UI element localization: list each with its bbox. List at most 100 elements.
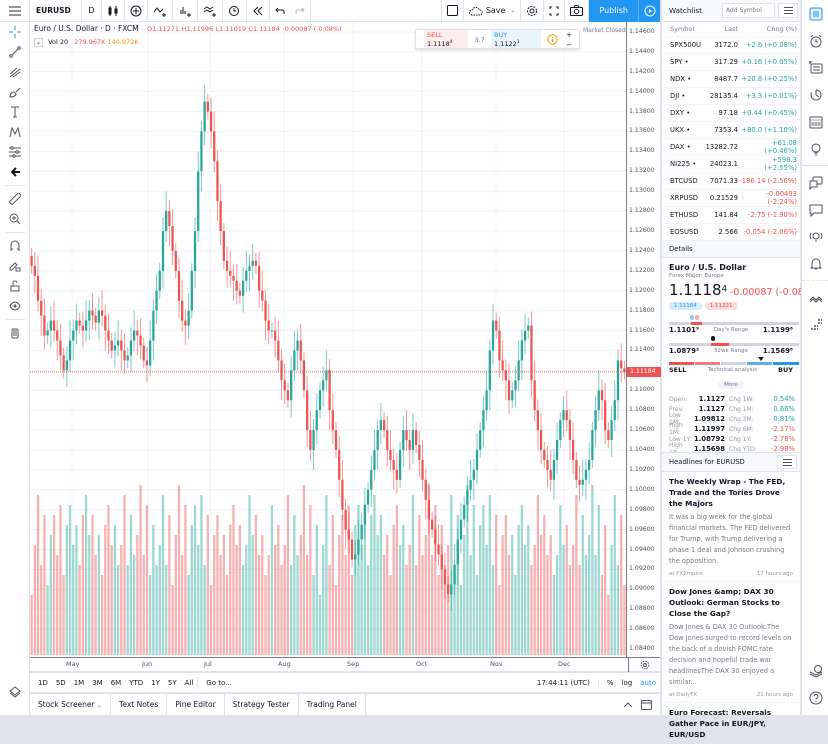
fullscreen-button[interactable] <box>544 0 566 22</box>
settings-button[interactable] <box>521 0 545 22</box>
crosshair-tool[interactable] <box>0 22 30 42</box>
details-header[interactable]: Details <box>662 241 800 258</box>
drag-handle[interactable]: ⋮ <box>417 36 423 43</box>
alert-button[interactable] <box>223 0 247 22</box>
info-button[interactable] <box>541 30 563 48</box>
price-axis[interactable]: 1.14600 1.14400 1.14200 1.14000 1.13800 1.136… <box>626 22 661 657</box>
financials-button[interactable] <box>173 0 198 22</box>
data-window-tab[interactable] <box>802 54 828 81</box>
watchlist-menu-button[interactable] <box>778 3 798 18</box>
pricing-button[interactable] <box>802 657 828 684</box>
tab-text-notes[interactable]: Text Notes <box>111 694 168 715</box>
measure-tool[interactable] <box>0 189 30 209</box>
column-change[interactable]: Chng (%) <box>766 25 797 33</box>
headline-item[interactable]: The Weekly Wrap - The FED, Trade and the… <box>662 472 800 581</box>
range-1m[interactable]: 1M <box>73 678 85 687</box>
help-button[interactable] <box>802 684 828 711</box>
watchlist-row[interactable]: NDX • 8487.7 +20.8 (+0.25%) <box>662 71 800 88</box>
watchlist-row[interactable]: SPX500U 3172.0 +2.6 (+0.08%) <box>662 37 800 54</box>
undo-button[interactable] <box>270 0 290 22</box>
clock[interactable]: 17:44:11 (UTC) <box>533 678 599 687</box>
range-1y[interactable]: 1Y <box>151 678 160 687</box>
maximize-panel-icon[interactable] <box>641 699 652 710</box>
streams-tab[interactable] <box>802 223 828 250</box>
dom-tab[interactable] <box>802 311 828 338</box>
object-tree-button[interactable] <box>0 682 30 702</box>
zoom-tool[interactable] <box>0 209 30 229</box>
auto-toggle[interactable]: auto <box>640 678 656 687</box>
watchlist-tab[interactable] <box>802 0 828 27</box>
chevron-up-icon[interactable] <box>623 701 633 708</box>
ideas-tab[interactable] <box>802 135 828 162</box>
publish-video-button[interactable] <box>638 0 660 22</box>
layout-button[interactable] <box>440 0 464 22</box>
notifications-tab[interactable] <box>802 250 828 277</box>
headlines-menu-button[interactable] <box>777 455 797 469</box>
remove-drawings-tool[interactable] <box>0 323 30 343</box>
headline-item[interactable]: Dow Jones &amp; DAX 30 Outlook: German S… <box>662 581 800 702</box>
range-1d[interactable]: 1D <box>38 678 48 687</box>
tab-pine-editor[interactable]: Pine Editor <box>167 694 225 715</box>
calendar-tab[interactable] <box>802 108 828 135</box>
lock-all-tool[interactable] <box>0 276 30 296</box>
watchlist-row[interactable]: UKX • 7353.4 +80.0 (+1.10%) <box>662 122 800 139</box>
goto-button[interactable]: Go to... <box>206 678 232 687</box>
hide-toolbar-button[interactable] <box>0 162 30 182</box>
range-5d[interactable]: 5D <box>55 678 66 687</box>
private-chats-tab[interactable] <box>802 196 828 223</box>
redo-button[interactable] <box>290 0 311 22</box>
lock-drawings-tool[interactable] <box>0 256 30 276</box>
tab-strategy-tester[interactable]: Strategy Tester <box>225 694 299 715</box>
replay-button[interactable] <box>247 0 270 22</box>
hotlists-tab[interactable] <box>802 81 828 108</box>
brush-tool[interactable] <box>0 82 30 102</box>
sell-button[interactable]: SELL 1.11184 <box>424 30 468 48</box>
magnet-tool[interactable] <box>0 236 30 256</box>
watchlist-row[interactable]: EOSUSD 2.566 -0.054 (-2.06%) <box>662 224 800 241</box>
visibility-tool[interactable] <box>0 296 30 316</box>
range-5y[interactable]: 5Y <box>167 678 177 687</box>
watchlist-row[interactable]: DAX • 13282.72 +61.08 (+0.46%) <box>662 139 800 156</box>
templates-button[interactable] <box>198 0 223 22</box>
symbol-search[interactable]: EURUSD <box>30 0 82 22</box>
watchlist-row[interactable]: DJI • 28135.4 +3.3 (+0.01%) <box>662 88 800 105</box>
quantity-increase-button[interactable]: + <box>566 31 572 39</box>
chats-tab[interactable] <box>802 169 828 196</box>
pitchfork-tool[interactable] <box>0 62 30 82</box>
tab-stock-screener[interactable]: Stock Screener ⌄ <box>30 694 112 715</box>
quantity-decrease-button[interactable]: − <box>566 41 572 49</box>
snapshot-button[interactable] <box>565 0 590 22</box>
text-tool[interactable] <box>0 102 30 122</box>
prediction-tool[interactable] <box>0 142 30 162</box>
add-symbol-input[interactable] <box>722 3 775 18</box>
chart-settings-button[interactable] <box>628 658 660 672</box>
buy-button[interactable]: BUY 1.11221 <box>491 30 541 48</box>
alerts-tab[interactable] <box>802 27 828 54</box>
range-ytd[interactable]: YTD <box>129 678 144 687</box>
publish-button[interactable]: Publish <box>589 0 638 22</box>
watchlist-row[interactable]: XRPUSD 0.21529 -0.00493 (-2.24%) <box>662 190 800 207</box>
save-button[interactable]: Save ⌄ <box>464 0 522 22</box>
watchlist-row[interactable]: SPY • 317.29 +0.16 (+0.05%) <box>662 54 800 71</box>
trendline-tool[interactable] <box>0 42 30 62</box>
pattern-tool[interactable] <box>0 122 30 142</box>
log-toggle[interactable]: log <box>621 678 633 687</box>
range-3m[interactable]: 3M <box>92 678 103 687</box>
compare-button[interactable] <box>125 0 148 22</box>
more-button[interactable]: More <box>718 381 744 389</box>
time-axis[interactable]: May Jun Jul Aug Sep Oct Nov Dec <box>30 657 660 672</box>
column-symbol[interactable]: Symbol <box>670 25 695 33</box>
tab-trading-panel[interactable]: Trading Panel <box>299 694 366 715</box>
watchlist-row[interactable]: NI225 • 24023.1 +598.3 (+2.55%) <box>662 156 800 173</box>
watchlist-row[interactable]: BTCUSD 7071.33 -186.14 (-2.56%) <box>662 173 800 190</box>
percent-toggle[interactable]: % <box>606 678 614 687</box>
indicators-button[interactable] <box>148 0 173 22</box>
range-all[interactable]: All <box>184 678 194 687</box>
collapse-legend-button[interactable]: ⌄ <box>34 38 43 47</box>
range-6m[interactable]: 6M <box>110 678 122 687</box>
headline-item[interactable]: Euro Forecast: Reversals Gather Pace in … <box>662 702 800 744</box>
chart-pane[interactable] <box>30 22 660 657</box>
menu-button[interactable] <box>0 0 30 22</box>
column-last[interactable]: Last <box>724 25 738 33</box>
chart-type-button[interactable] <box>102 0 125 22</box>
